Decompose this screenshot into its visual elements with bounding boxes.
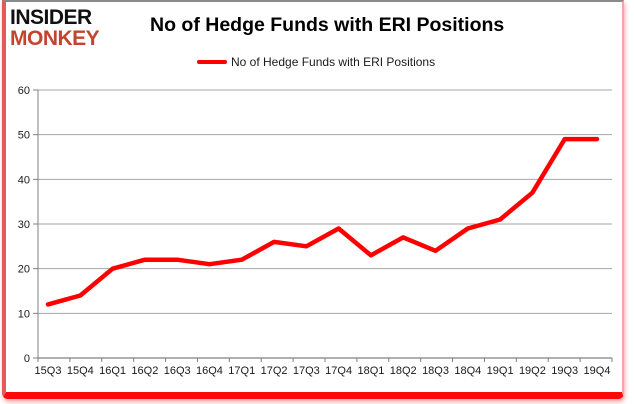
y-tick-label: 40 bbox=[18, 174, 30, 186]
x-tick-label: 17Q4 bbox=[325, 365, 352, 377]
legend-line-marker bbox=[197, 60, 227, 64]
x-tick-label: 16Q4 bbox=[196, 365, 223, 377]
chart-legend: No of Hedge Funds with ERI Positions bbox=[197, 55, 435, 69]
x-tick-label: 16Q1 bbox=[99, 365, 126, 377]
y-tick-label: 10 bbox=[18, 308, 30, 320]
x-tick-label: 18Q2 bbox=[390, 365, 417, 377]
y-tick-label: 30 bbox=[18, 219, 30, 231]
chart-title: No of Hedge Funds with ERI Positions bbox=[150, 14, 505, 36]
x-tick-label: 17Q1 bbox=[228, 365, 255, 377]
x-tick-label: 19Q3 bbox=[551, 365, 578, 377]
chart-line-series bbox=[45, 136, 600, 307]
insider-monkey-logo: INSIDER MONKEY bbox=[10, 6, 100, 50]
x-tick-label: 19Q4 bbox=[584, 365, 611, 377]
x-tick-label: 16Q2 bbox=[131, 365, 158, 377]
y-tick-label: 0 bbox=[24, 353, 30, 365]
y-tick-label: 20 bbox=[18, 264, 30, 276]
x-tick-label: 17Q2 bbox=[261, 365, 288, 377]
x-tick-label: 18Q4 bbox=[454, 365, 481, 377]
x-tick-label: 16Q3 bbox=[164, 365, 191, 377]
x-tick-label: 18Q1 bbox=[357, 365, 384, 377]
x-tick-label: 17Q3 bbox=[293, 365, 320, 377]
x-tick-label: 19Q2 bbox=[519, 365, 546, 377]
x-tick-label: 18Q3 bbox=[422, 365, 449, 377]
logo-insider: INSIDER bbox=[10, 6, 92, 29]
legend-label: No of Hedge Funds with ERI Positions bbox=[231, 55, 436, 69]
x-tick-label: 19Q1 bbox=[487, 365, 514, 377]
chart-frame bbox=[2, 0, 624, 399]
x-tick-label: 15Q4 bbox=[67, 365, 94, 377]
y-tick-label: 50 bbox=[18, 130, 30, 142]
logo-monkey: MONKEY bbox=[10, 27, 100, 50]
y-tick-label: 60 bbox=[18, 85, 30, 97]
x-tick-label: 15Q3 bbox=[35, 365, 62, 377]
